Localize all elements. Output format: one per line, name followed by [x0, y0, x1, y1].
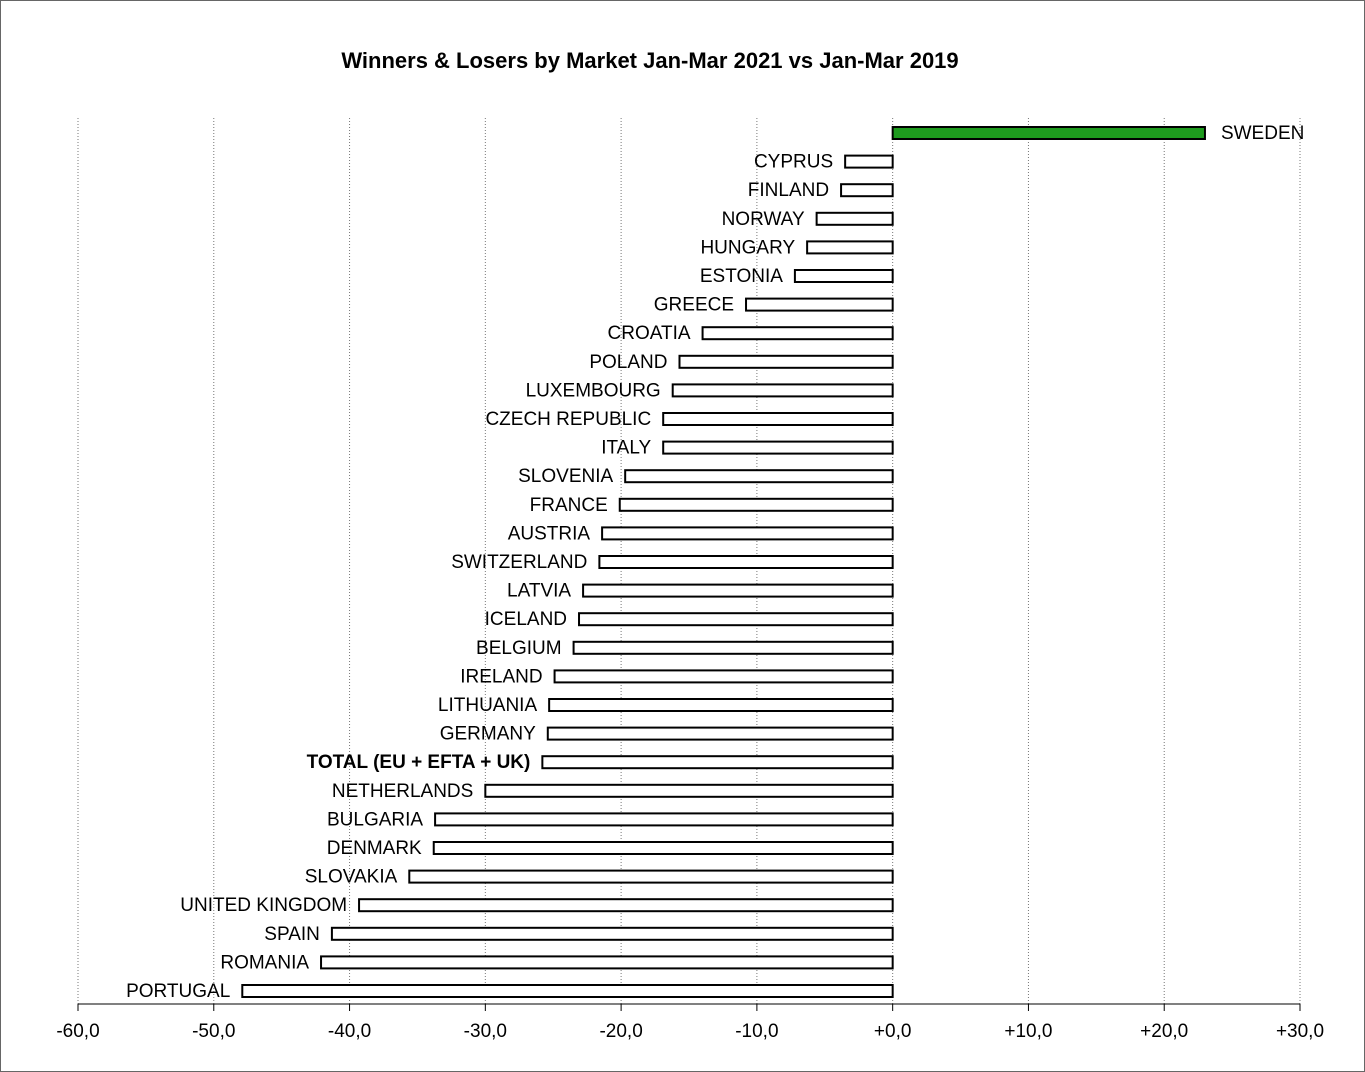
chart-title: Winners & Losers by Market Jan-Mar 2021 …: [341, 48, 958, 73]
bar-label: SPAIN: [264, 924, 320, 945]
bar-label: DENMARK: [327, 838, 422, 859]
bar: [484, 783, 894, 798]
bar-label: HUNGARY: [700, 237, 795, 258]
bar: [553, 669, 894, 684]
x-tick-label: +0,0: [874, 1021, 912, 1042]
bar-label: GREECE: [654, 295, 734, 316]
bar: [432, 841, 894, 855]
x-tick-label: -60,0: [56, 1021, 99, 1042]
bar: [806, 240, 894, 255]
bar: [358, 898, 894, 913]
bar: [678, 354, 894, 369]
bar-label: LUXEMBOURG: [526, 380, 661, 401]
bar: [671, 383, 894, 398]
bar-label: CROATIA: [608, 323, 691, 344]
bar-label: ICELAND: [485, 609, 567, 630]
bar-label: ROMANIA: [220, 952, 309, 973]
bar: [793, 269, 894, 283]
bar-label: PORTUGAL: [126, 981, 230, 1002]
bar-label: TOTAL (EU + EFTA + UK): [307, 752, 531, 773]
bar-label: SWEDEN: [1221, 123, 1304, 144]
bar-label: IRELAND: [460, 666, 542, 687]
bar-label: SLOVAKIA: [305, 867, 398, 888]
bar-label: BELGIUM: [476, 638, 562, 659]
bar: [662, 412, 894, 426]
bar-label: CYPRUS: [754, 152, 833, 173]
bar: [624, 469, 894, 484]
bar-label: ESTONIA: [700, 266, 783, 287]
bar-label: FINLAND: [748, 180, 829, 201]
bar-label: SLOVENIA: [518, 466, 613, 487]
bar-label: POLAND: [589, 352, 667, 373]
bar-label: ITALY: [601, 438, 651, 459]
bar: [745, 297, 894, 312]
bar: [548, 698, 894, 712]
bar-label: SWITZERLAND: [451, 552, 587, 573]
bar: [241, 984, 894, 998]
bar-label: GERMANY: [440, 724, 536, 745]
bar-label: AUSTRIA: [508, 523, 591, 544]
bar-label: NORWAY: [722, 209, 805, 230]
x-tick-label: +30,0: [1276, 1021, 1324, 1042]
bar-label: BULGARIA: [327, 809, 423, 830]
x-tick-label: -30,0: [464, 1021, 507, 1042]
bar: [541, 755, 894, 770]
bar: [844, 154, 894, 169]
x-tick-label: +20,0: [1140, 1021, 1188, 1042]
bar: [408, 869, 894, 884]
bar: [840, 183, 894, 198]
bar: [546, 726, 894, 741]
bar-label: FRANCE: [530, 495, 608, 516]
bar: [891, 126, 1206, 140]
bar-label: UNITED KINGDOM: [180, 895, 347, 916]
x-tick-label: +10,0: [1004, 1021, 1052, 1042]
bar: [662, 440, 894, 455]
x-tick-label: -40,0: [328, 1021, 371, 1042]
bar: [601, 526, 894, 541]
bar: [815, 211, 894, 226]
bar: [578, 612, 894, 627]
bar: [618, 497, 894, 512]
x-tick-label: -50,0: [192, 1021, 235, 1042]
bar-label: LITHUANIA: [438, 695, 538, 716]
bar: [582, 583, 894, 598]
bar-label: NETHERLANDS: [332, 781, 473, 802]
bar: [598, 555, 894, 569]
bar: [434, 812, 894, 827]
bar: [572, 640, 894, 655]
x-tick-label: -20,0: [599, 1021, 642, 1042]
bar: [701, 326, 894, 341]
bar-label: LATVIA: [507, 581, 571, 602]
x-tick-label: -10,0: [735, 1021, 778, 1042]
bar: [320, 955, 894, 970]
bar-label: CZECH REPUBLIC: [485, 409, 651, 430]
bar: [330, 926, 894, 941]
